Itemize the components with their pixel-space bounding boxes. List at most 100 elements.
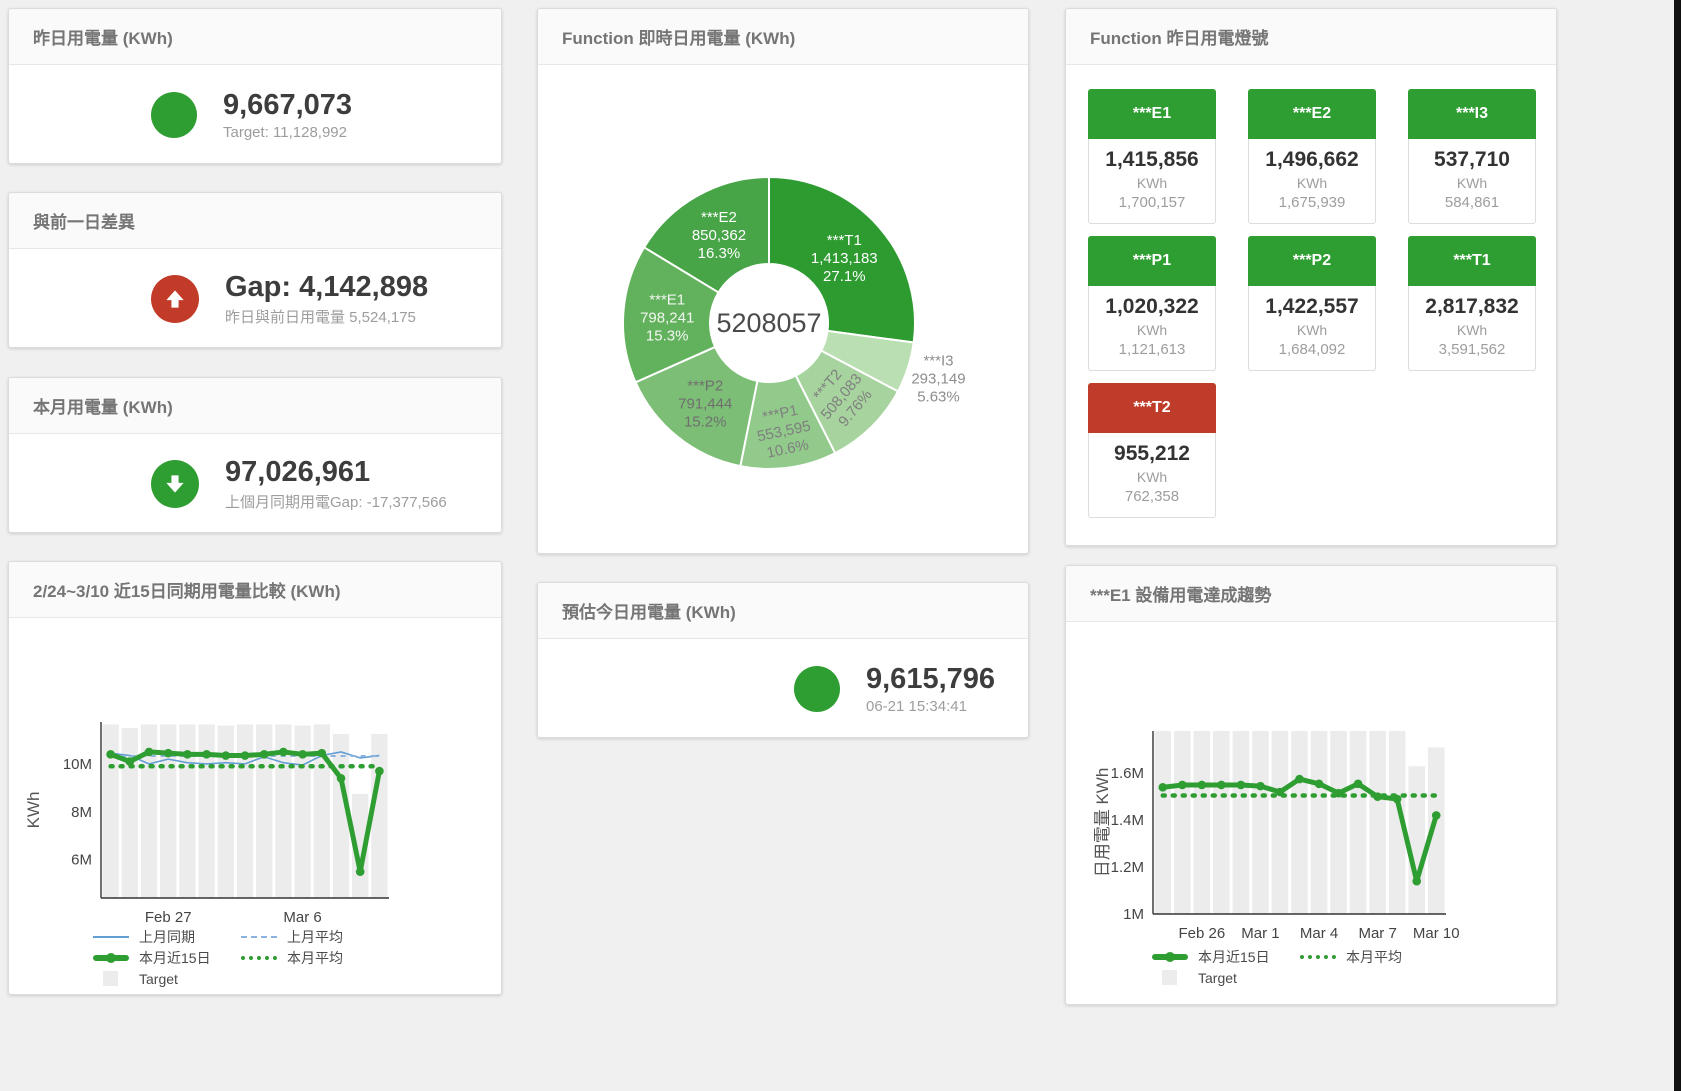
donut-label: ***I3 293,149 5.63% [911,352,965,405]
target-bar [1408,766,1426,914]
chart-area: ***T1 1,413,183 27.1% ***I3 293,149 5.63% ***T… [538,65,1028,555]
stat-value: Gap: 4,142,898 [225,270,429,303]
data-point[interactable] [1275,787,1285,797]
data-point[interactable] [163,748,173,758]
data-point[interactable] [375,766,384,776]
tile-header: ***T1 [1408,236,1536,286]
tile-value: 1,422,557 [1265,295,1359,318]
stat-subtitle: 上個月同期用電Gap: -17,377,566 [225,493,447,511]
legend-item-thismonth-avg[interactable]: 本月平均 [241,948,343,968]
x-tick-label: Feb 26 [1178,925,1225,942]
data-point[interactable] [1158,783,1168,792]
data-point[interactable] [1236,780,1246,790]
stat-subtitle: Target: 11,128,992 [223,123,347,141]
panel-header[interactable]: Function 即時日用電量 (KWh) [538,9,1028,65]
tile-header: ***T2 [1088,383,1216,433]
stat-value: 97,026,961 [225,455,371,488]
x-tick-label: Mar 1 [1241,925,1279,942]
target-bar [1252,731,1269,914]
legend-item-lastmonth-avg[interactable]: 上月平均 [241,927,343,947]
legend-item-thismonth[interactable]: 本月近15日 [1152,947,1300,967]
status-circle-icon [794,665,840,712]
panel-day-gap: 與前一日差異 Gap: 4,142,898 昨日與前日用電量 5,524,175 [8,192,502,348]
donut-hole [710,264,828,382]
data-point[interactable] [1314,779,1324,789]
data-point[interactable] [298,750,307,759]
x-tick-label: Feb 27 [145,909,192,926]
data-point[interactable] [1334,788,1343,798]
legend-item-thismonth[interactable]: 本月近15日 [93,948,241,968]
panel-header[interactable]: 本月用電量 (KWh) [9,378,501,434]
data-point[interactable] [106,750,115,759]
data-point[interactable] [144,747,154,757]
tile-i3: ***I3 537,710 KWh 584,861 [1408,89,1536,224]
donut-label: ***E2 850,362 16.3% [692,209,746,262]
x-tick-label: Mar 7 [1358,925,1396,942]
comparison-line-chart[interactable]: 6M 8M 10M Feb 27 Mar 6 KWh [9,618,501,996]
data-point[interactable] [1353,779,1363,789]
panel-title: 昨日用電量 (KWh) [33,29,173,48]
green-dotted-line-icon [241,955,277,960]
data-point[interactable] [1412,876,1421,886]
data-point[interactable] [1373,792,1382,801]
target-bar [102,724,119,898]
panel-header[interactable]: ***E1 設備用電達成趨勢 [1066,566,1556,622]
panel-e1-trend: ***E1 設備用電達成趨勢 1M 1.2M 1.4M 1.6M Feb 26 Mar 1… [1065,565,1557,1005]
legend-item-target[interactable]: Target [93,971,241,987]
panel-15day-comparison: 2/24~3/10 近15日同期用電量比較 (KWh) 6M 8M 10M Feb 2… [8,561,502,995]
stat-content: 97,026,961 上個月同期用電Gap: -17,377,566 [9,434,501,533]
donut-label: ***P2 791,444 15.2% [678,378,732,431]
panel-realtime-donut: Function 即時日用電量 (KWh) ***T1 1,413,183 27.1… [537,8,1029,554]
panel-header[interactable]: 預估今日用電量 (KWh) [538,583,1028,639]
tile-unit: KWh [1136,469,1168,485]
data-point[interactable] [279,747,288,757]
donut-label: ***T1 1,413,183 27.1% [811,232,878,285]
data-point[interactable] [1256,781,1265,791]
data-point[interactable] [1431,811,1441,820]
legend-item-lastmonth[interactable]: 上月同期 [93,927,241,947]
data-point[interactable] [183,750,192,759]
target-bar [313,724,330,898]
target-bar [1213,731,1230,914]
window-edge [1674,0,1681,1091]
target-bar [121,727,138,898]
data-point[interactable] [259,750,269,759]
chart-legend: 上月同期 上月平均 本月近15日 本月平均 Target [93,926,343,989]
data-point[interactable] [1217,780,1226,790]
y-tick-label: 1.4M [1111,812,1144,829]
data-point[interactable] [240,751,250,760]
stat-timestamp: 06-21 15:34:41 [866,697,967,715]
data-point[interactable] [1178,780,1187,790]
stat-value: 9,615,796 [866,662,996,695]
data-point[interactable] [202,750,211,759]
trend-line-chart[interactable]: 1M 1.2M 1.4M 1.6M Feb 26 Mar 1 Mar 4 Mar 7 Mar 1… [1066,622,1556,1006]
target-bar [294,725,311,898]
data-point[interactable] [317,748,327,758]
data-point[interactable] [125,757,135,766]
tile-p1: ***P1 1,020,322 KWh 1,121,613 [1088,236,1216,371]
data-point[interactable] [1392,794,1402,804]
data-point[interactable] [355,867,365,876]
tile-grid: ***E1 1,415,856 KWh 1,700,157 ***E2 1,496,… [1066,65,1556,518]
x-tick-label: Mar 10 [1413,925,1460,942]
data-point[interactable] [1197,780,1207,790]
panel-header[interactable]: 2/24~3/10 近15日同期用電量比較 (KWh) [9,562,501,618]
donut-label: ***E1 798,241 15.3% [640,292,694,345]
tile-unit: KWh [1456,175,1488,191]
target-bar [1427,747,1445,914]
gray-square-icon [103,971,118,986]
panel-header[interactable]: Function 昨日用電燈號 [1066,9,1556,65]
stat-content: 9,615,796 06-21 15:34:41 [538,639,1028,738]
panel-header[interactable]: 昨日用電量 (KWh) [9,9,501,65]
legend-item-thismonth-avg[interactable]: 本月平均 [1300,947,1402,967]
panel-header[interactable]: 與前一日差異 [9,193,501,249]
data-point[interactable] [336,773,346,783]
arrow-down-circle-icon [151,459,199,508]
data-point[interactable] [1295,774,1304,784]
donut-chart[interactable]: ***T1 1,413,183 27.1%***I3 293,149 5.63%***T… [538,65,1028,553]
donut-slices [622,175,916,470]
legend-item-target[interactable]: Target [1152,970,1300,986]
tile-unit: KWh [1136,322,1168,338]
chart-area: 1M 1.2M 1.4M 1.6M Feb 26 Mar 1 Mar 4 Mar 7 Mar 1… [1066,622,1556,1006]
data-point[interactable] [221,751,231,760]
